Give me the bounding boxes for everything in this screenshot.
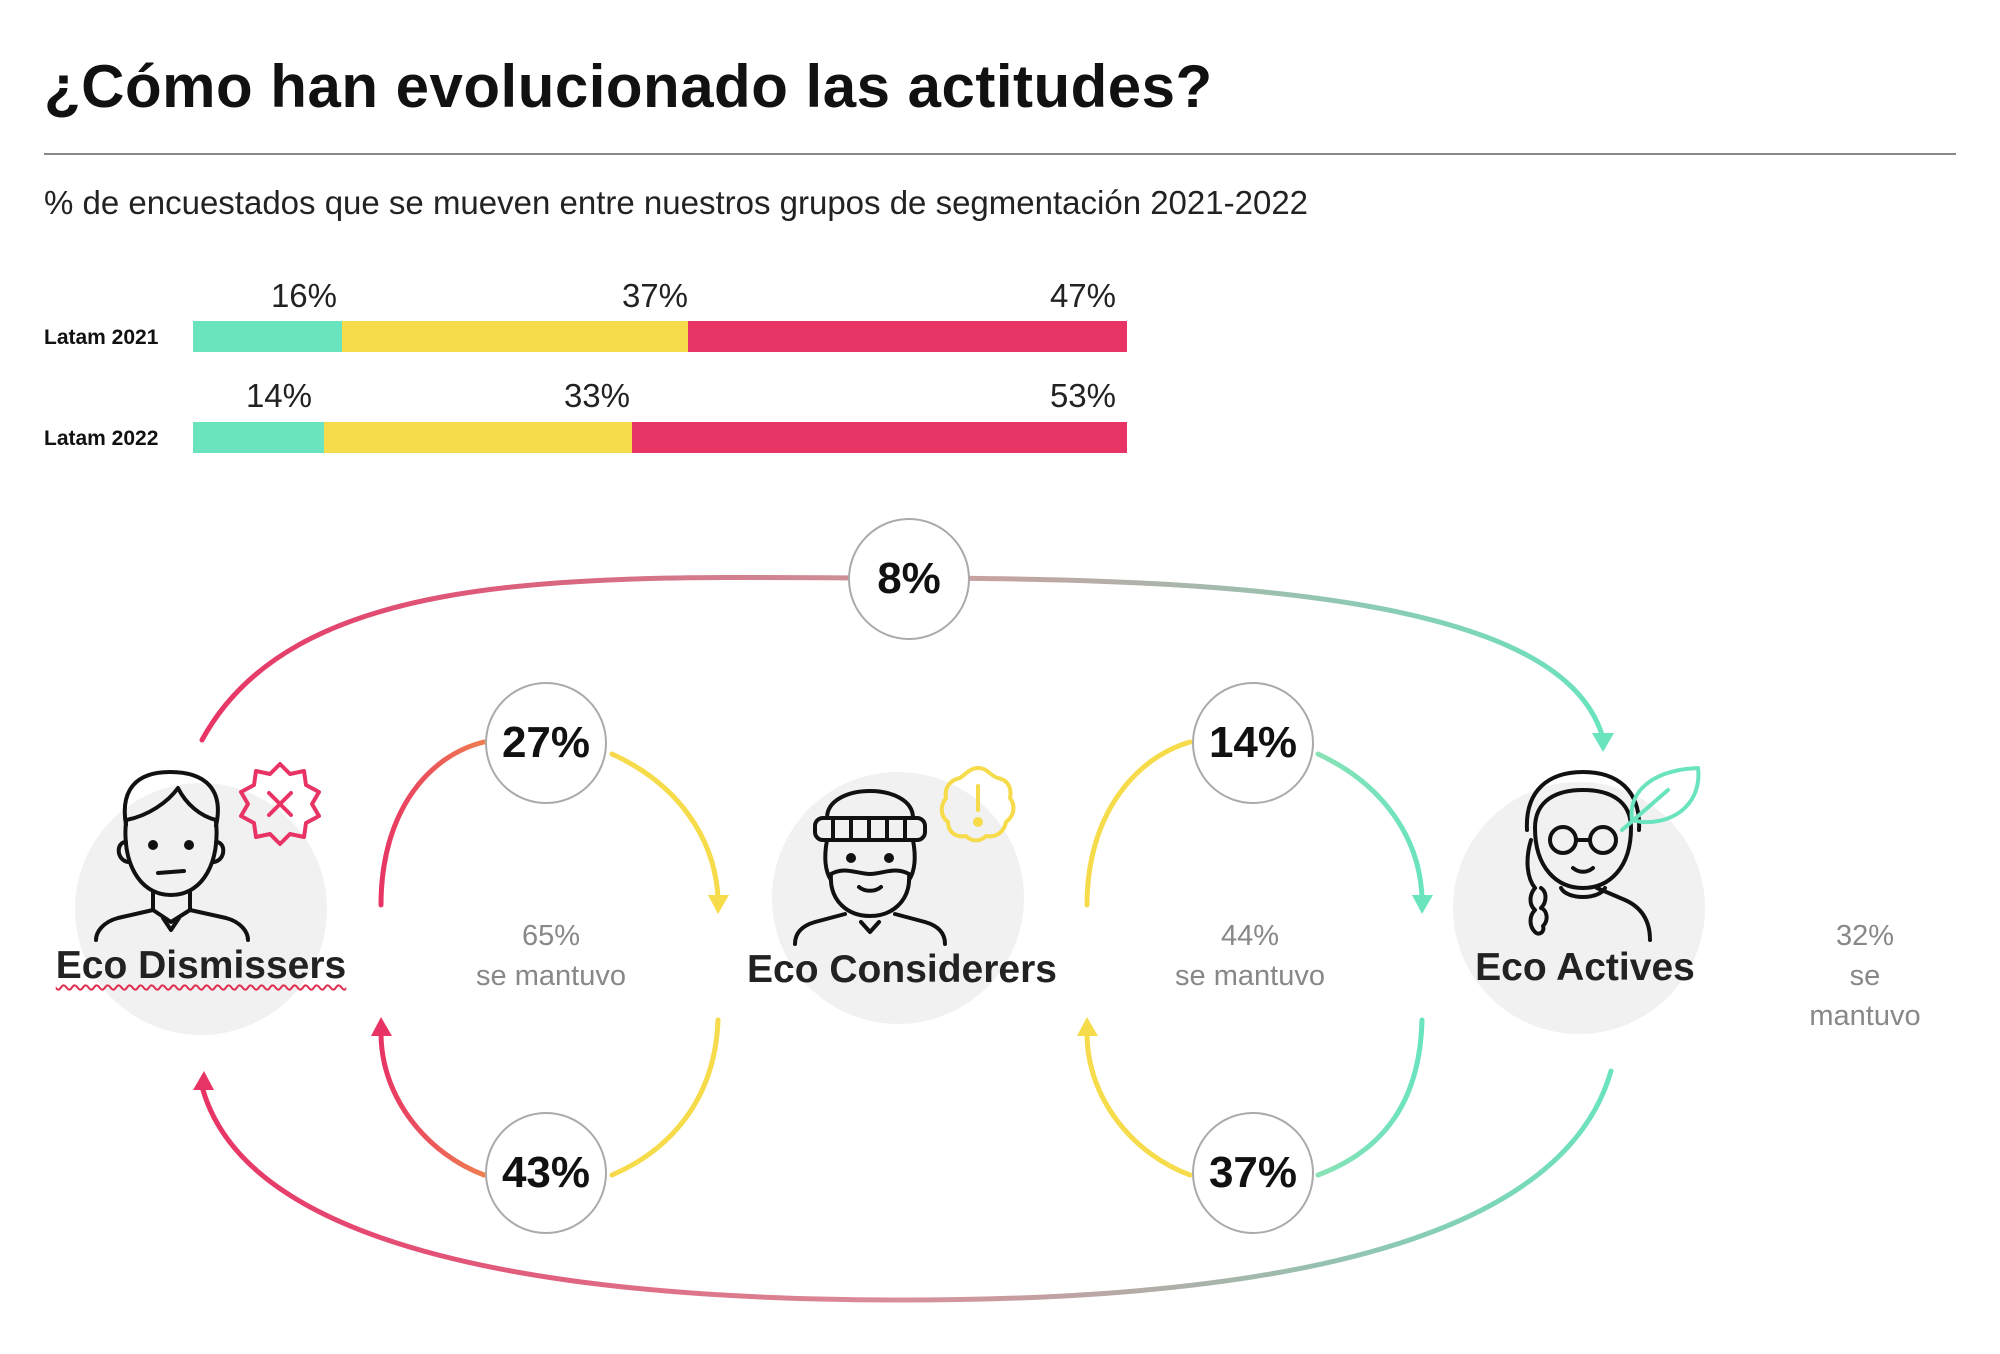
bar-2022-segment-dismisser <box>631 422 1127 453</box>
stayed-dismissers-pct: 65% <box>521 920 581 952</box>
stayed-actives: 32% se mantuvo <box>1798 916 1933 1036</box>
arrowhead-dismissers-left <box>371 1017 392 1036</box>
dismissers-circle <box>75 783 327 1035</box>
actives-circle <box>1453 782 1705 1034</box>
bar-2021-pct-dismisser: 47% <box>1049 277 1116 314</box>
title-divider <box>44 153 1956 155</box>
group-name-dismissers-text: Eco Dismissers <box>55 944 347 987</box>
stayed-actives-pct: 32% <box>1835 920 1895 952</box>
stayed-considerers-label: se mantuvo <box>1175 960 1325 992</box>
page-subtitle: % de encuestados que se mueven entre nue… <box>44 184 1309 221</box>
group-name-considerers: Eco Considerers <box>747 948 1057 991</box>
bar-2022-pct-active: 14% <box>245 377 312 414</box>
flow-considerers-to-actives <box>1084 739 1425 908</box>
bar-2021-pct-considerer: 37% <box>621 277 688 314</box>
exclamation-badge-icon <box>939 766 1016 843</box>
flow-bubble-14: 14% <box>1192 682 1314 804</box>
flow-actives-to-considerers <box>1084 1017 1425 1178</box>
man-face-icon <box>94 770 250 942</box>
considerers-circle <box>772 772 1024 1024</box>
bar-2022-segment-active <box>193 422 324 453</box>
stayed-considerers-pct: 44% <box>1220 920 1280 952</box>
bar-2021-segment-active <box>193 321 343 352</box>
page-title: ¿Cómo han evolucionado las actitudes? <box>44 53 1213 120</box>
bar-2022-segment-considerer <box>323 422 632 453</box>
arrowhead-actives-right <box>1412 895 1433 914</box>
flow-bubble-8: 8% <box>848 518 970 640</box>
bearded-man-icon <box>793 789 947 946</box>
bar-label-2022: Latam 2022 <box>44 427 159 450</box>
flow-actives-to-dismissers <box>200 1068 1614 1303</box>
bar-2022-pct-considerer: 33% <box>563 377 630 414</box>
bar-latam-2021 <box>193 321 1127 352</box>
flow-considerers-to-dismissers <box>378 1017 721 1178</box>
group-name-dismissers: Eco Dismissers <box>56 944 347 988</box>
arrowhead-actives-top <box>1592 733 1614 752</box>
stayed-dismissers-label: se mantuvo <box>476 960 626 992</box>
bar-latam-2022 <box>193 422 1127 453</box>
leaf-icon <box>1620 766 1701 832</box>
bar-label-2021: Latam 2021 <box>44 326 159 349</box>
arrowhead-considerers-left <box>708 895 729 914</box>
bar-2021-segment-considerer <box>342 321 689 352</box>
flow-bubble-43: 43% <box>485 1112 607 1234</box>
group-name-actives: Eco Actives <box>1475 946 1695 989</box>
flow-bubble-27: 27% <box>485 682 607 804</box>
arrowhead-considerers-right <box>1077 1017 1098 1036</box>
arrowheads <box>193 733 1614 1090</box>
arrowhead-dismissers-bottom <box>193 1071 214 1090</box>
flow-dismissers-to-considerers <box>378 739 721 908</box>
stayed-actives-label: se mantuvo <box>1809 960 1921 1032</box>
stayed-dismissers: 65% se mantuvo <box>476 916 626 996</box>
stayed-considerers: 44% se mantuvo <box>1175 916 1325 996</box>
bar-2021-segment-dismisser <box>688 321 1127 352</box>
x-badge-icon <box>239 762 321 846</box>
bar-2022-pct-dismisser: 53% <box>1049 377 1116 414</box>
flow-bubble-37: 37% <box>1192 1112 1314 1234</box>
bar-2021-pct-active: 16% <box>270 277 337 314</box>
